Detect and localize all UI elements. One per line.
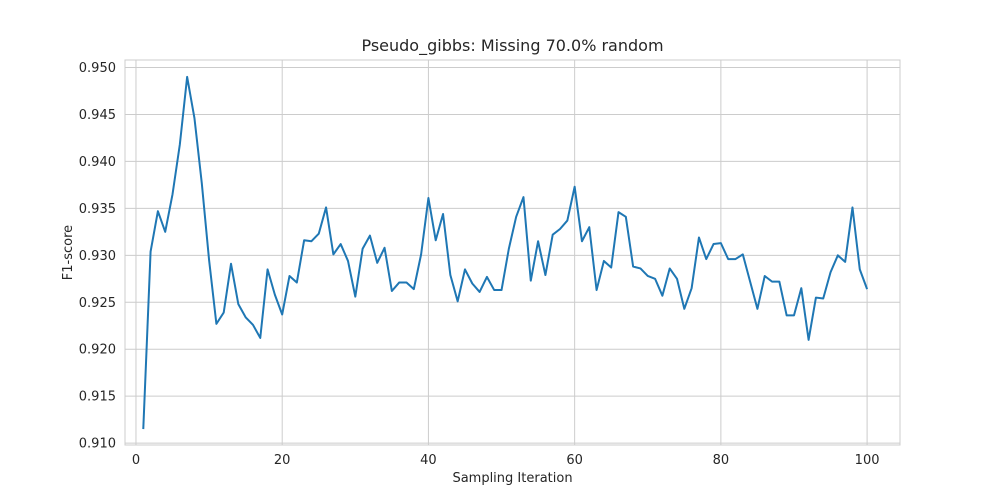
y-tick-label: 0.930	[79, 249, 116, 264]
y-tick-label: 0.950	[79, 61, 116, 76]
y-tick-label: 0.920	[79, 343, 116, 358]
y-tick-label: 0.940	[79, 155, 116, 170]
y-axis-label: F1-score	[61, 225, 76, 280]
x-tick-label: 100	[855, 453, 880, 468]
x-tick-label: 80	[713, 453, 730, 468]
x-tick-label: 0	[132, 453, 140, 468]
y-tick-label: 0.945	[79, 108, 116, 123]
x-tick-label: 40	[420, 453, 437, 468]
grid-layer	[125, 60, 900, 445]
series-layer	[142, 75, 869, 430]
tick-layer: 0 20 40 60 80 100 0.910 0.915 0.920 0.925 0.930 0.9…	[79, 61, 880, 468]
y-tick-label: 0.935	[79, 202, 116, 217]
y-tick-label: 0.915	[79, 390, 116, 405]
x-tick-label: 60	[566, 453, 583, 468]
plot-frame	[124, 59, 901, 446]
x-axis-label: Sampling Iteration	[452, 471, 572, 486]
x-tick-label: 20	[274, 453, 291, 468]
chart-title: Pseudo_gibbs: Missing 70.0% random	[361, 36, 663, 56]
series-line	[142, 75, 869, 430]
y-tick-label: 0.925	[79, 296, 116, 311]
y-tick-label: 0.910	[79, 437, 116, 452]
